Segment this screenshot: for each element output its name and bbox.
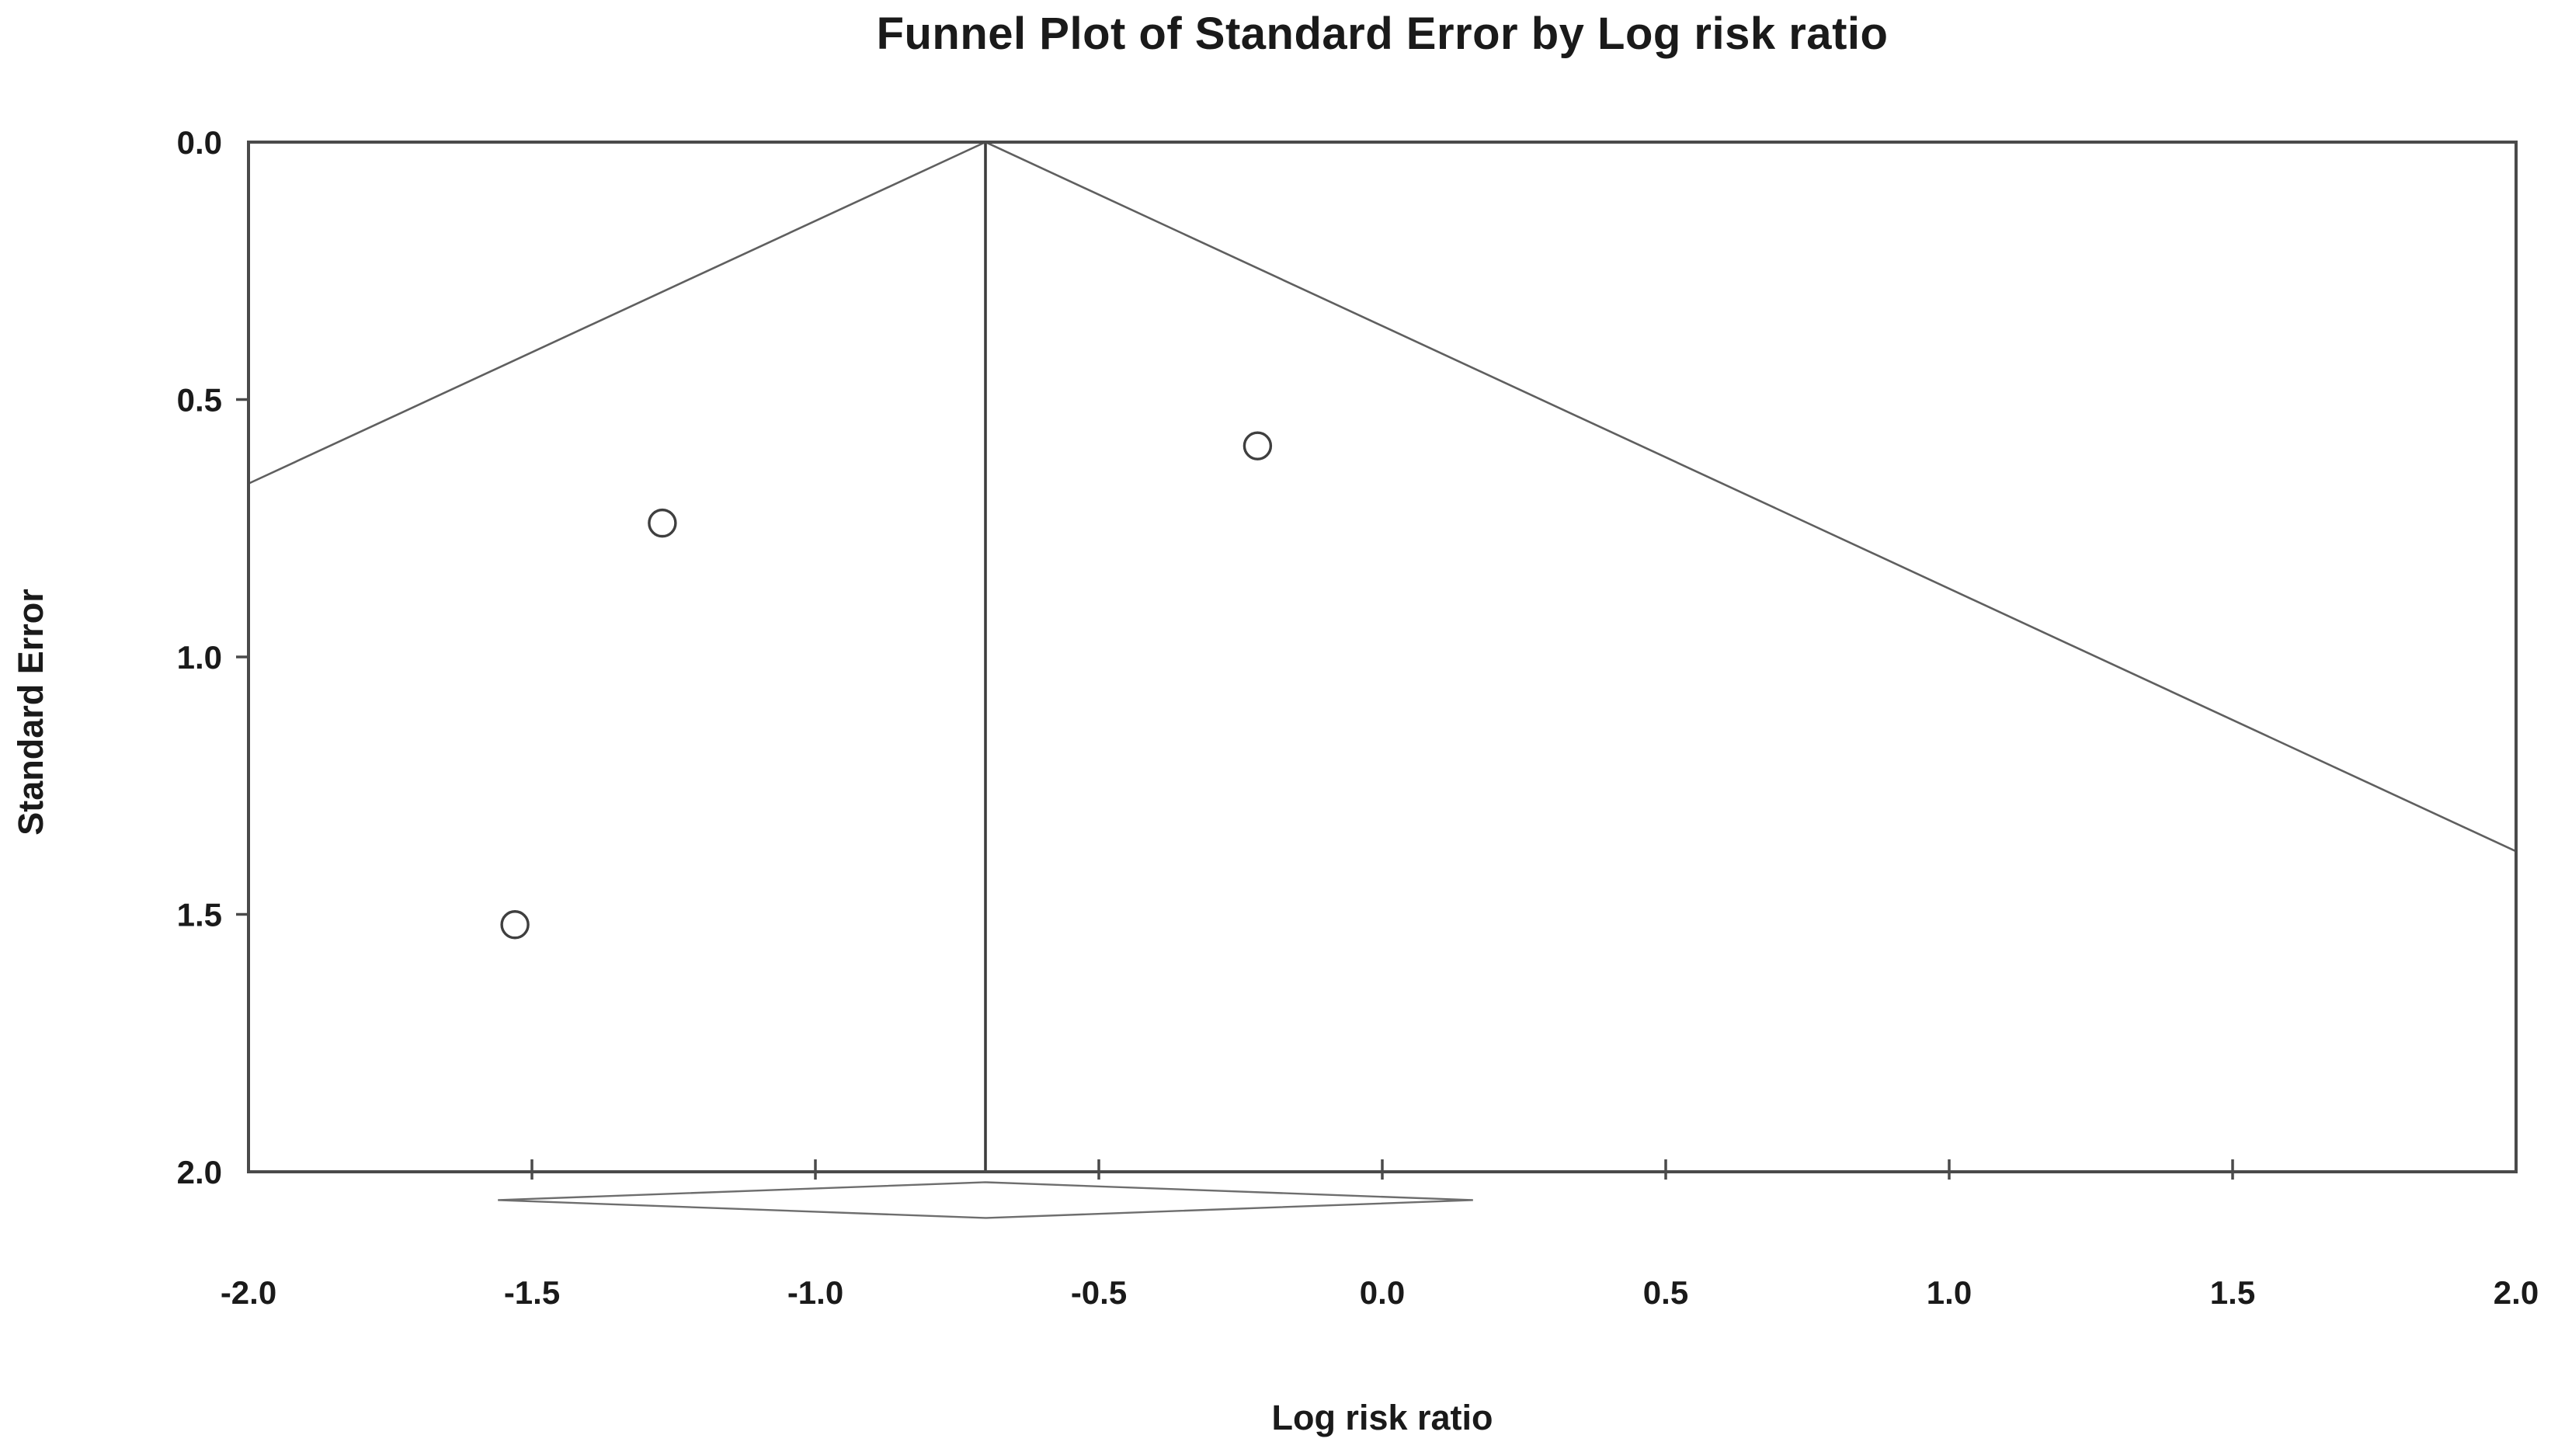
y-axis-tick-label: 2.0 xyxy=(177,1154,222,1190)
pooled-estimate-diamond xyxy=(498,1181,1473,1219)
funnel-limit-line-left xyxy=(248,141,986,485)
x-axis-tick-label: 1.5 xyxy=(2210,1274,2255,1311)
y-axis-tick-label: 1.5 xyxy=(177,897,222,933)
x-axis-tick-label: -2.0 xyxy=(221,1274,276,1311)
y-axis-tick-label: 0.0 xyxy=(177,124,222,161)
x-axis-tick-label: -0.5 xyxy=(1071,1274,1127,1311)
study-point xyxy=(500,910,530,940)
x-axis-title: Log risk ratio xyxy=(1271,1398,1493,1437)
plot-border xyxy=(247,141,2518,1173)
study-point xyxy=(648,508,677,538)
x-axis-tick-label: 0.0 xyxy=(1360,1274,1405,1311)
x-axis-tick-label: 0.5 xyxy=(1643,1274,1688,1311)
x-axis-tick-label: 1.0 xyxy=(1927,1274,1972,1311)
x-axis-tick-label: 2.0 xyxy=(2494,1274,2539,1311)
funnel-limit-line-right xyxy=(985,141,2517,853)
x-axis-tick-label: -1.5 xyxy=(504,1274,560,1311)
x-axis-tick-label: -1.0 xyxy=(787,1274,843,1311)
chart-title: Funnel Plot of Standard Error by Log ris… xyxy=(876,9,1889,59)
study-point xyxy=(1243,431,1273,460)
y-axis-tick-label: 1.0 xyxy=(177,639,222,676)
y-axis-tick-label: 0.5 xyxy=(177,382,222,419)
